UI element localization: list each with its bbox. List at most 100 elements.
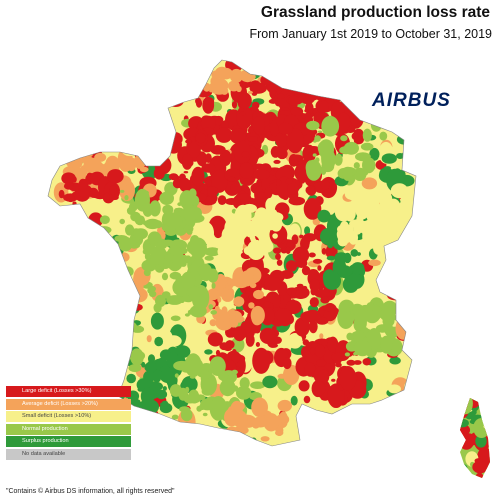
map-patch (86, 287, 103, 299)
map-patch (78, 178, 88, 192)
map-patch (257, 192, 267, 199)
map-patch (107, 308, 122, 318)
map-patch (348, 409, 366, 419)
map-patch (314, 289, 331, 298)
map-patch (146, 150, 155, 157)
map-patch (89, 190, 100, 198)
map-patch (352, 432, 358, 438)
map-patch (210, 435, 218, 443)
map-patch (116, 324, 133, 344)
copyright-footer: "Contains © Airbus DS information, all r… (6, 488, 175, 495)
map-patch (338, 420, 346, 430)
map-patch (239, 377, 250, 390)
map-patch (188, 389, 199, 403)
map-patch (228, 351, 235, 355)
map-patch (65, 128, 74, 134)
legend-label: Small deficit (Losses >10%) (22, 413, 92, 420)
map-patch (279, 411, 288, 423)
map-patch (309, 347, 316, 356)
map-patch (369, 147, 380, 161)
map-patch (218, 371, 229, 381)
map-patch (65, 107, 83, 125)
map-patch (331, 378, 336, 382)
map-patch (227, 176, 236, 182)
legend-item-normal-production: Normal production (6, 423, 131, 435)
map-patch (238, 209, 247, 220)
map-patch (334, 153, 343, 166)
map-patch (262, 375, 278, 389)
legend-item-surplus-production: Surplus production (6, 436, 131, 448)
map-patch (66, 194, 75, 203)
map-patch (353, 263, 364, 276)
map-patch (122, 321, 138, 333)
map-patch (301, 265, 311, 276)
legend-label: Large deficit (Losses >30%) (22, 388, 92, 394)
map-patch (173, 65, 182, 71)
map-patch (304, 309, 321, 322)
map-patch (474, 458, 483, 464)
map-patch (370, 119, 382, 132)
map-patch (61, 342, 66, 346)
map-patch (229, 128, 246, 144)
map-patch (64, 140, 69, 148)
map-patch (285, 260, 298, 272)
map-patch (266, 60, 279, 68)
map-patch (112, 340, 121, 345)
map-patch (238, 193, 252, 203)
map-patch (242, 377, 248, 382)
map-patch (389, 356, 401, 365)
map-patch (63, 182, 74, 190)
map-patch (287, 181, 299, 195)
map-patch (197, 60, 213, 75)
map-patch (104, 292, 116, 307)
map-patch (337, 255, 346, 263)
map-patch (82, 341, 92, 352)
map-patch (321, 148, 336, 171)
map-patch (366, 302, 375, 312)
map-patch (71, 125, 84, 139)
map-patch (96, 141, 107, 151)
map-patch (308, 320, 318, 334)
map-patch (351, 97, 358, 105)
legend-label: Average deficit (Losses >20%) (22, 400, 98, 407)
map-patch (119, 189, 125, 193)
map-patch (133, 228, 149, 240)
map-patch (119, 218, 125, 225)
map-patch (384, 168, 389, 174)
map-patch (199, 263, 213, 282)
map-patch (268, 343, 278, 348)
map-patch (249, 235, 256, 241)
map-patch (77, 350, 95, 368)
map-patch (283, 364, 300, 385)
map-patch (347, 274, 364, 285)
map-patch (186, 286, 204, 298)
legend-item-no-data: No data available (6, 448, 131, 460)
map-patch (396, 153, 405, 159)
map-patch (150, 101, 168, 122)
map-patch (339, 226, 346, 230)
map-patch (48, 252, 63, 274)
map-patch (224, 198, 239, 205)
map-patch (214, 305, 220, 311)
map-patch (383, 78, 390, 85)
map-patch (361, 105, 377, 114)
map-patch (230, 283, 236, 287)
map-patch (319, 333, 324, 339)
map-patch (288, 95, 300, 106)
map-patch (326, 255, 336, 261)
map-patch (160, 129, 174, 148)
legend-item-small-deficit: Small deficit (Losses >10%) (6, 411, 131, 423)
map-patch (323, 271, 342, 290)
map-patch (277, 399, 292, 412)
map-patch (248, 302, 255, 309)
map-patch (205, 153, 212, 164)
map-patch (314, 344, 326, 358)
map-patch (393, 101, 406, 115)
map-patch (151, 114, 158, 124)
map-patch (104, 259, 110, 265)
map-patch (253, 169, 270, 180)
map-patch (205, 179, 212, 187)
map-patch (84, 145, 94, 158)
map-patch (315, 157, 320, 163)
map-patch (251, 397, 268, 418)
